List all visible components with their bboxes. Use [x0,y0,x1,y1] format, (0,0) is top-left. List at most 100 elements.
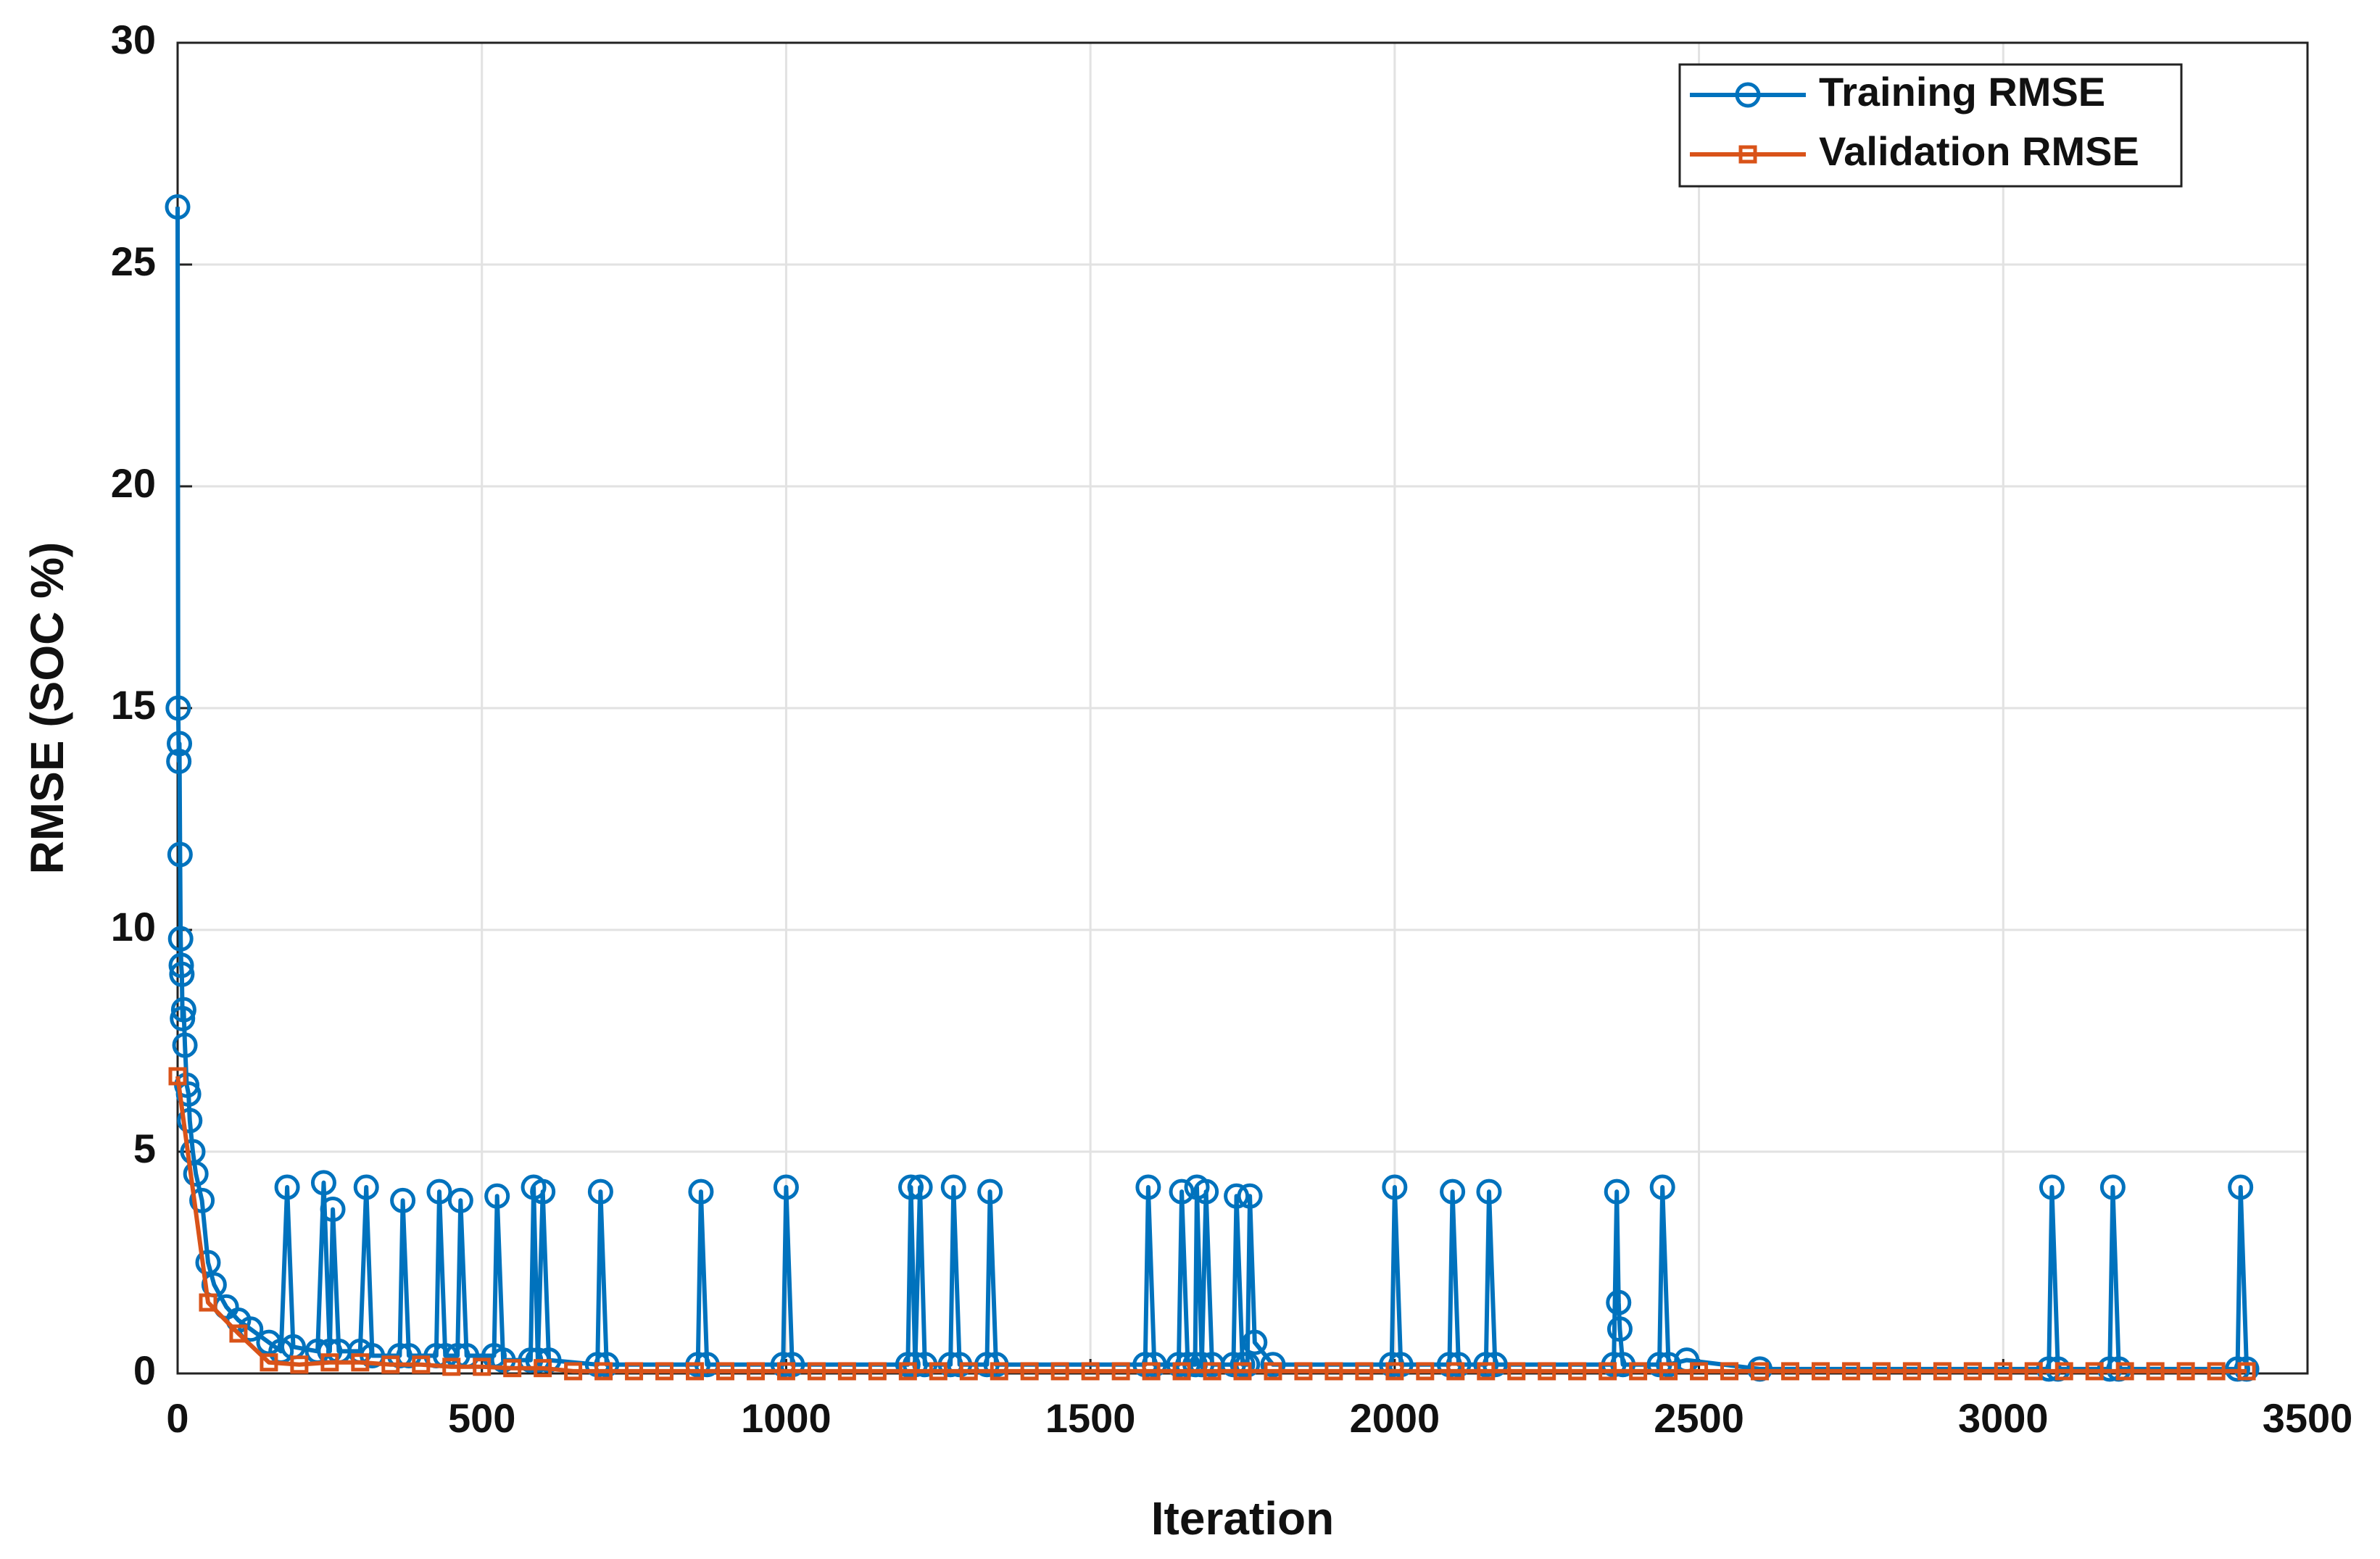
x-tick-label: 0 [166,1395,188,1441]
data-point [381,1355,400,1374]
data-point [564,1362,583,1381]
data-point [1203,1362,1222,1381]
data-point [1135,1174,1161,1200]
data-point [1294,1362,1313,1381]
data-point [1385,1362,1404,1381]
data-point [807,1362,826,1381]
data-point [655,1362,674,1381]
legend-box [1678,63,2183,188]
data-point [594,1362,613,1381]
data-point [390,1187,416,1213]
data-point [1111,1362,1130,1381]
x-tick-label: 2000 [1350,1395,1440,1441]
data-point [1720,1362,1739,1381]
x-axis-label: Iteration [1151,1492,1334,1545]
data-point [1050,1362,1069,1381]
data-point [1606,1316,1633,1342]
data-point [1538,1362,1556,1381]
data-point [1872,1362,1891,1381]
data-point [1649,1174,1675,1200]
data-point [1440,1178,1466,1205]
data-point [587,1178,613,1205]
series [165,194,2260,1382]
data-point [1811,1362,1830,1381]
data-point [1416,1362,1435,1381]
data-point [2207,1362,2226,1381]
data-point [1477,1362,1496,1381]
data-point [1963,1362,1982,1381]
data-point [534,1359,552,1378]
x-tick-label: 3500 [2263,1395,2353,1441]
data-point [1656,1352,1682,1378]
data-point [898,1362,917,1381]
data-point [959,1362,978,1381]
data-point [229,1324,248,1343]
data-point [1264,1362,1282,1381]
legend: Training RMSE Validation RMSE [1678,63,2183,188]
data-point [169,961,195,987]
data-point [716,1362,734,1381]
y-tick-label: 25 [111,238,156,284]
data-point [310,1170,336,1196]
data-point [177,1107,203,1134]
data-point [183,1161,209,1187]
data-point [2237,1362,2256,1381]
data-point [2146,1362,2165,1381]
data-point [1142,1362,1161,1381]
data-point [1507,1362,1526,1381]
series [168,1067,2256,1381]
data-point [1233,1362,1252,1381]
data-point [1659,1362,1678,1381]
data-point [2054,1362,2073,1381]
data-point [929,1362,948,1381]
y-tick-label: 0 [133,1347,156,1393]
data-point [1606,1289,1632,1315]
data-point [170,1005,196,1031]
data-point [170,997,196,1023]
data-point [940,1174,966,1200]
data-point [907,1174,933,1200]
y-tick-label: 10 [111,904,156,949]
data-point [442,1358,461,1376]
data-point [165,194,191,220]
y-tick-label: 5 [133,1126,156,1171]
data-point [1355,1362,1374,1381]
data-point [1020,1362,1039,1381]
data-point [1599,1362,1617,1381]
data-point [1081,1362,1100,1381]
data-point [1751,1362,1770,1381]
data-point [2097,1356,2123,1382]
data-point [1902,1362,1921,1381]
data-point [426,1178,452,1205]
data-point [1169,1178,1195,1205]
data-point [447,1187,473,1213]
data-point [1690,1362,1709,1381]
y-tick-label: 20 [111,460,156,506]
data-point [977,1178,1003,1205]
data-point [1604,1178,1630,1205]
data-point [2085,1362,2104,1381]
data-point [320,1353,339,1372]
data-point [175,1081,202,1107]
data-point [503,1359,522,1378]
data-point [195,1250,221,1276]
data-point [167,926,194,952]
data-point [412,1355,431,1374]
y-tick-label: 15 [111,682,156,728]
data-point [1237,1183,1263,1209]
data-point [238,1316,264,1342]
data-point [473,1358,492,1376]
x-tick-label: 2500 [1654,1395,1744,1441]
data-point [168,1067,187,1086]
data-point [2099,1174,2126,1200]
data-point [1446,1362,1465,1381]
x-tick-label: 500 [448,1395,515,1441]
data-point [1242,1329,1268,1355]
data-point [530,1178,556,1205]
data-point [2039,1174,2065,1200]
data-point [320,1197,346,1223]
data-point [166,748,192,774]
data-point [172,1032,198,1058]
data-point [1994,1362,2012,1381]
